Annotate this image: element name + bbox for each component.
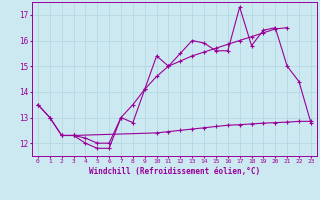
X-axis label: Windchill (Refroidissement éolien,°C): Windchill (Refroidissement éolien,°C) bbox=[89, 167, 260, 176]
